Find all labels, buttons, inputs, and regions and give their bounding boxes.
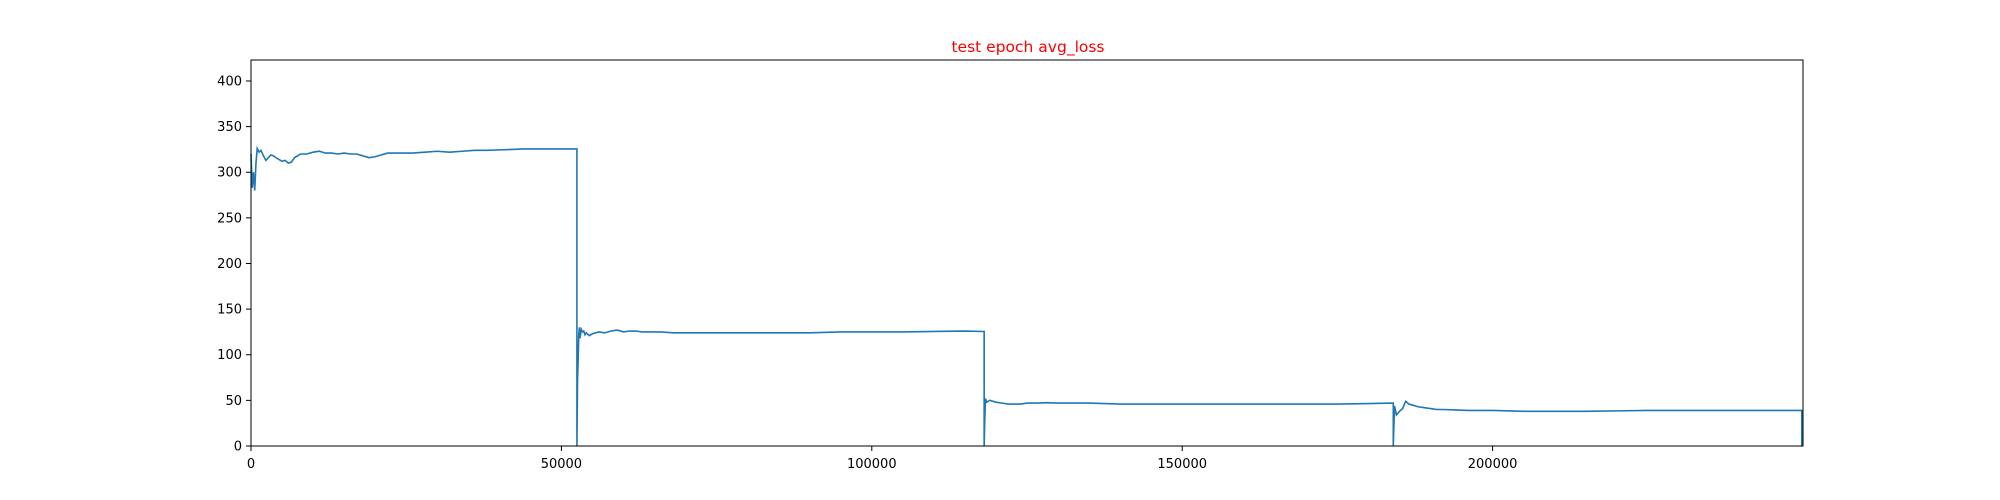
y-tick-label: 350 [217, 120, 242, 135]
y-tick-label: 250 [217, 211, 242, 226]
plot-area-frame [250, 59, 1804, 447]
x-tick-label: 200000 [1468, 457, 1518, 472]
y-axis-ticks: 0 50 100 150 200 250 300 350 400 [217, 74, 251, 455]
series-line [250, 145, 1803, 447]
y-tick-label: 150 [217, 303, 242, 318]
x-tick-label: 0 [247, 457, 255, 472]
y-tick-label: 100 [217, 348, 242, 363]
x-tick-label: 100000 [847, 457, 897, 472]
y-tick-label: 400 [217, 74, 242, 89]
x-tick-label: 150000 [1157, 457, 1207, 472]
y-tick-label: 200 [217, 257, 242, 272]
y-tick-label: 300 [217, 166, 242, 181]
y-tick-label: 50 [225, 394, 242, 409]
chart-title: test epoch avg_loss [951, 38, 1104, 57]
x-axis-ticks: 0 50000 100000 150000 200000 [247, 446, 1518, 472]
y-tick-label: 0 [234, 440, 242, 455]
x-tick-label: 50000 [541, 457, 582, 472]
